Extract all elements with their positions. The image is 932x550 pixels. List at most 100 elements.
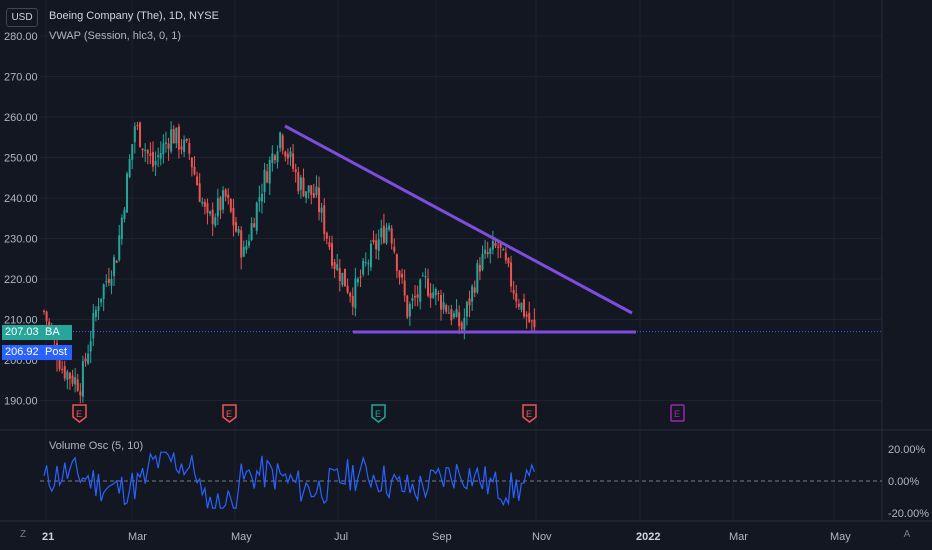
- candle-body: [279, 132, 282, 148]
- candle-body: [120, 217, 123, 239]
- candle-body: [45, 311, 48, 321]
- candle-body: [424, 276, 427, 278]
- earnings-marker[interactable]: E: [371, 404, 386, 423]
- candle-body: [139, 122, 142, 147]
- candle-body: [320, 207, 323, 213]
- candle-body: [478, 264, 481, 272]
- candle-body: [432, 292, 435, 298]
- candle-body: [458, 312, 461, 327]
- candle-body: [242, 247, 245, 257]
- candle-body: [87, 353, 90, 364]
- candle-body: [450, 309, 453, 321]
- candle-body: [333, 261, 336, 270]
- candle-body: [284, 151, 287, 157]
- candle-body: [100, 298, 103, 303]
- candle-body: [406, 295, 409, 318]
- candle-body: [141, 148, 144, 151]
- candle-body: [276, 151, 279, 163]
- candle-body: [429, 292, 432, 299]
- candle-body: [414, 296, 417, 298]
- candle-body: [401, 273, 404, 278]
- candle-body: [489, 248, 492, 254]
- candle-body: [94, 310, 97, 318]
- earnings-badge: [72, 404, 87, 423]
- candle-body: [359, 276, 362, 278]
- earnings-marker[interactable]: E: [222, 404, 237, 423]
- candle-body: [102, 284, 105, 300]
- candle-body: [530, 320, 533, 322]
- earnings-label: E: [375, 409, 381, 419]
- candle-body: [349, 292, 352, 297]
- candle-body: [382, 225, 385, 243]
- candle-body: [76, 379, 79, 391]
- volume-osc-legend[interactable]: Volume Osc (5, 10): [49, 440, 144, 452]
- candle-body: [504, 252, 507, 261]
- osc-tick-label: -20.00%: [888, 508, 929, 520]
- candle-body: [395, 254, 398, 271]
- candle-body: [146, 150, 149, 154]
- candle-body: [123, 209, 126, 219]
- candle-body: [419, 279, 422, 302]
- candle-body: [307, 185, 310, 193]
- candle-body: [351, 296, 354, 307]
- osc-tick-label: 20.00%: [888, 444, 926, 456]
- candle-body: [136, 125, 139, 127]
- symbol-title[interactable]: Boeing Company (The), 1D, NYSE: [49, 10, 219, 22]
- price-tick-label: 190.00: [4, 396, 38, 408]
- candle-body: [437, 292, 440, 294]
- candle-body: [180, 146, 183, 150]
- candle-body: [149, 153, 152, 156]
- candle-body: [286, 153, 289, 159]
- earnings-marker[interactable]: E: [522, 404, 537, 423]
- candle-body: [253, 223, 256, 228]
- candle-body: [170, 129, 173, 152]
- candle-body: [447, 312, 450, 314]
- candle-body: [323, 205, 326, 234]
- last-price-tag: 207.03: [2, 325, 42, 340]
- earnings-badge: [522, 404, 537, 423]
- currency-badge[interactable]: USD: [6, 8, 38, 27]
- candle-body: [338, 268, 341, 281]
- candle-body: [491, 240, 494, 250]
- candle-body: [476, 263, 479, 293]
- candle-body: [113, 257, 116, 276]
- earnings-marker[interactable]: E: [670, 404, 685, 422]
- candle-body: [460, 322, 463, 330]
- volume-oscillator-pane: 20.00% 0.00% -20.00%: [40, 444, 929, 520]
- candle-body: [289, 151, 292, 158]
- candle-body: [343, 268, 346, 287]
- candle-body: [89, 341, 92, 352]
- candle-body: [411, 298, 414, 302]
- time-axis[interactable]: 21 Mar May Jul Sep Nov 2022 Mar May: [42, 531, 851, 543]
- candle-body: [219, 197, 222, 211]
- candle-body: [512, 290, 515, 294]
- candle-body: [297, 172, 300, 192]
- candle-body: [235, 222, 238, 232]
- candle-body: [71, 375, 74, 384]
- candle-body: [367, 263, 370, 265]
- candle-body: [312, 193, 315, 198]
- candle-body: [268, 160, 271, 184]
- time-tick-label: May: [231, 531, 252, 543]
- candle-body: [198, 183, 201, 202]
- candle-body: [388, 225, 391, 230]
- candle-body: [81, 361, 84, 397]
- price-tick-label: 250.00: [4, 153, 38, 165]
- candle-body: [510, 262, 513, 287]
- candle-body: [281, 135, 284, 151]
- candle-body: [128, 159, 131, 177]
- vwap-indicator-legend[interactable]: VWAP (Session, hlc3, 0, 1): [49, 30, 182, 42]
- earnings-badge: [670, 404, 685, 422]
- candle-body: [427, 278, 430, 296]
- auto-scale-button[interactable]: A: [903, 529, 911, 540]
- earnings-marker[interactable]: E: [72, 404, 87, 423]
- trendline-drawings[interactable]: [284, 124, 636, 334]
- zoom-button[interactable]: Z: [19, 529, 27, 540]
- price-tick-label: 230.00: [4, 234, 38, 246]
- candle-body: [214, 217, 217, 226]
- candle-body: [398, 270, 401, 278]
- candle-body: [302, 177, 305, 197]
- candle-body: [151, 152, 154, 167]
